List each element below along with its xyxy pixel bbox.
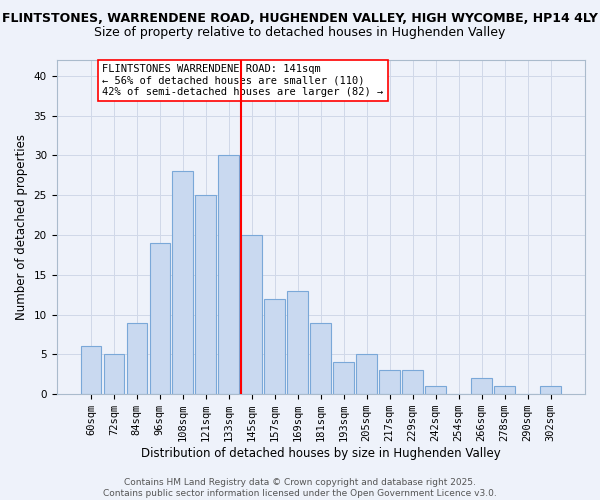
Bar — [149, 243, 170, 394]
Bar — [540, 386, 561, 394]
X-axis label: Distribution of detached houses by size in Hughenden Valley: Distribution of detached houses by size … — [141, 447, 500, 460]
Bar — [425, 386, 446, 394]
Bar — [334, 362, 354, 394]
Bar — [265, 298, 285, 394]
Text: FLINTSTONES WARRENDENE ROAD: 141sqm
← 56% of detached houses are smaller (110)
4: FLINTSTONES WARRENDENE ROAD: 141sqm ← 56… — [103, 64, 383, 97]
Bar — [218, 156, 239, 394]
Bar — [80, 346, 101, 394]
Text: FLINTSTONES, WARRENDENE ROAD, HUGHENDEN VALLEY, HIGH WYCOMBE, HP14 4LY: FLINTSTONES, WARRENDENE ROAD, HUGHENDEN … — [2, 12, 598, 26]
Bar — [472, 378, 492, 394]
Bar — [403, 370, 423, 394]
Y-axis label: Number of detached properties: Number of detached properties — [15, 134, 28, 320]
Bar — [127, 322, 147, 394]
Bar — [379, 370, 400, 394]
Bar — [287, 291, 308, 394]
Bar — [494, 386, 515, 394]
Text: Size of property relative to detached houses in Hughenden Valley: Size of property relative to detached ho… — [94, 26, 506, 39]
Bar — [172, 172, 193, 394]
Text: Contains HM Land Registry data © Crown copyright and database right 2025.
Contai: Contains HM Land Registry data © Crown c… — [103, 478, 497, 498]
Bar — [104, 354, 124, 394]
Bar — [310, 322, 331, 394]
Bar — [196, 196, 216, 394]
Bar — [356, 354, 377, 394]
Bar — [241, 235, 262, 394]
